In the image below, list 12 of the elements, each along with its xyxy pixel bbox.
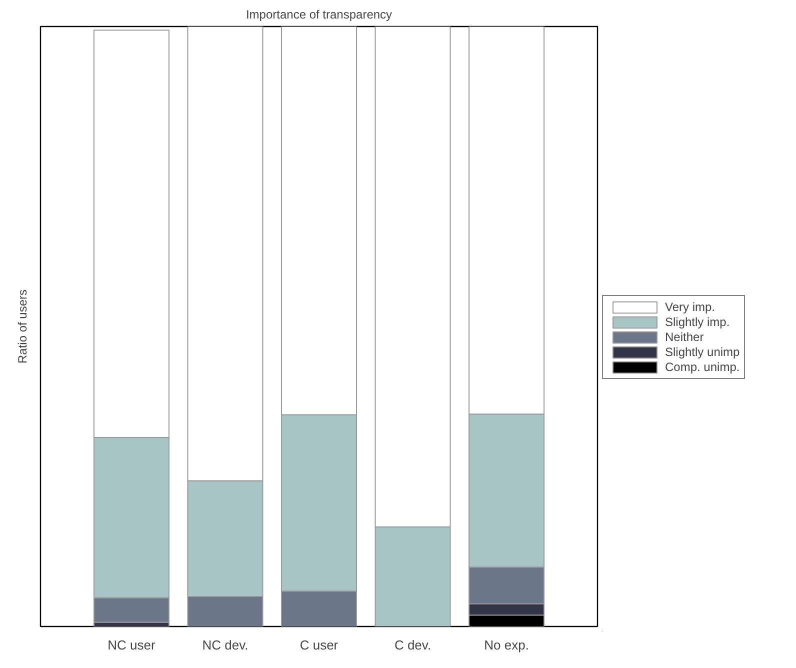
x-tick-label: NC user [108, 638, 156, 652]
legend-label: Very imp. [665, 300, 716, 314]
x-tick-label: NC dev. [202, 638, 248, 652]
x-tick-label: C user [300, 638, 339, 652]
legend-label: Comp. unimp. [665, 360, 740, 374]
legend-label: Slightly imp. [665, 315, 730, 329]
legend-label: Neither [665, 330, 704, 344]
legend-label: Slightly unimp [665, 345, 740, 359]
x-tick-label: No exp. [484, 638, 529, 652]
chart-title: Importance of transparency [246, 8, 392, 22]
y-axis-title: Ratio of users [16, 289, 30, 364]
x-tick-label: C dev. [394, 638, 432, 652]
